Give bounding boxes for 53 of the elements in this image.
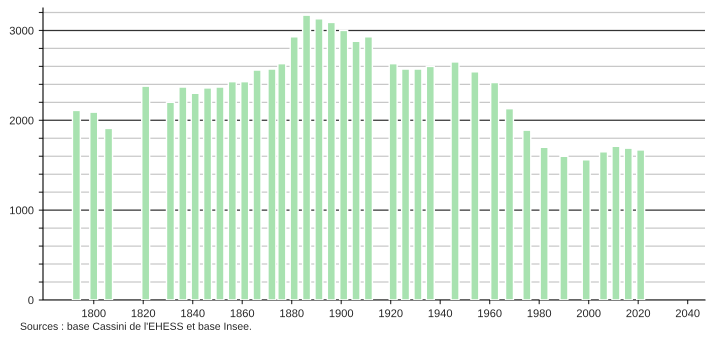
bar	[178, 86, 188, 300]
bar	[450, 61, 460, 300]
x-tick-label: 1800	[82, 309, 106, 318]
bar	[490, 82, 500, 300]
y-tick-label: 3000	[10, 26, 34, 35]
bar	[598, 151, 608, 300]
x-tick-label: 1860	[230, 309, 254, 318]
bar	[72, 110, 82, 300]
bar	[326, 22, 336, 300]
bar	[166, 102, 176, 300]
x-tick-label: 1960	[478, 309, 502, 318]
bar	[611, 146, 621, 300]
source-note: Sources : base Cassini de l'EHESS et base Insee.	[20, 322, 251, 330]
x-tick-label: 1940	[428, 309, 452, 318]
bar	[240, 80, 250, 300]
bar	[636, 149, 646, 300]
bar	[470, 71, 480, 300]
y-tick-label: 2000	[10, 116, 34, 124]
x-tick-label: 2040	[676, 309, 700, 318]
x-tick-label: 1920	[379, 309, 403, 318]
bar	[364, 36, 374, 300]
bar	[104, 128, 114, 300]
bar	[624, 147, 633, 300]
bar	[582, 159, 591, 300]
x-tick-label: 1980	[528, 309, 552, 318]
bar	[314, 18, 324, 300]
bar	[215, 86, 225, 300]
bar	[228, 80, 237, 300]
bar	[141, 85, 150, 300]
bar	[504, 108, 514, 300]
bar	[202, 87, 212, 300]
bar	[252, 69, 262, 300]
bar	[339, 30, 348, 300]
x-tick-label: 2020	[626, 309, 650, 318]
y-tick-label: 1000	[10, 206, 34, 214]
bar	[190, 92, 200, 300]
x-tick-label: 1880	[280, 309, 304, 318]
x-tick-label: 1900	[330, 309, 354, 318]
bar	[400, 68, 410, 300]
bar	[290, 36, 299, 300]
bar	[539, 146, 549, 300]
bar	[522, 129, 532, 300]
x-tick-label: 2000	[576, 309, 601, 318]
bar	[413, 68, 423, 300]
y-tick-label: 0	[28, 296, 34, 304]
bar	[559, 156, 569, 300]
bar	[302, 14, 312, 300]
bar	[426, 66, 435, 300]
x-tick-label: 1820	[132, 309, 156, 318]
bar	[89, 112, 98, 300]
bar	[388, 63, 398, 300]
x-tick-label: 1840	[181, 309, 205, 318]
bar	[351, 40, 361, 300]
